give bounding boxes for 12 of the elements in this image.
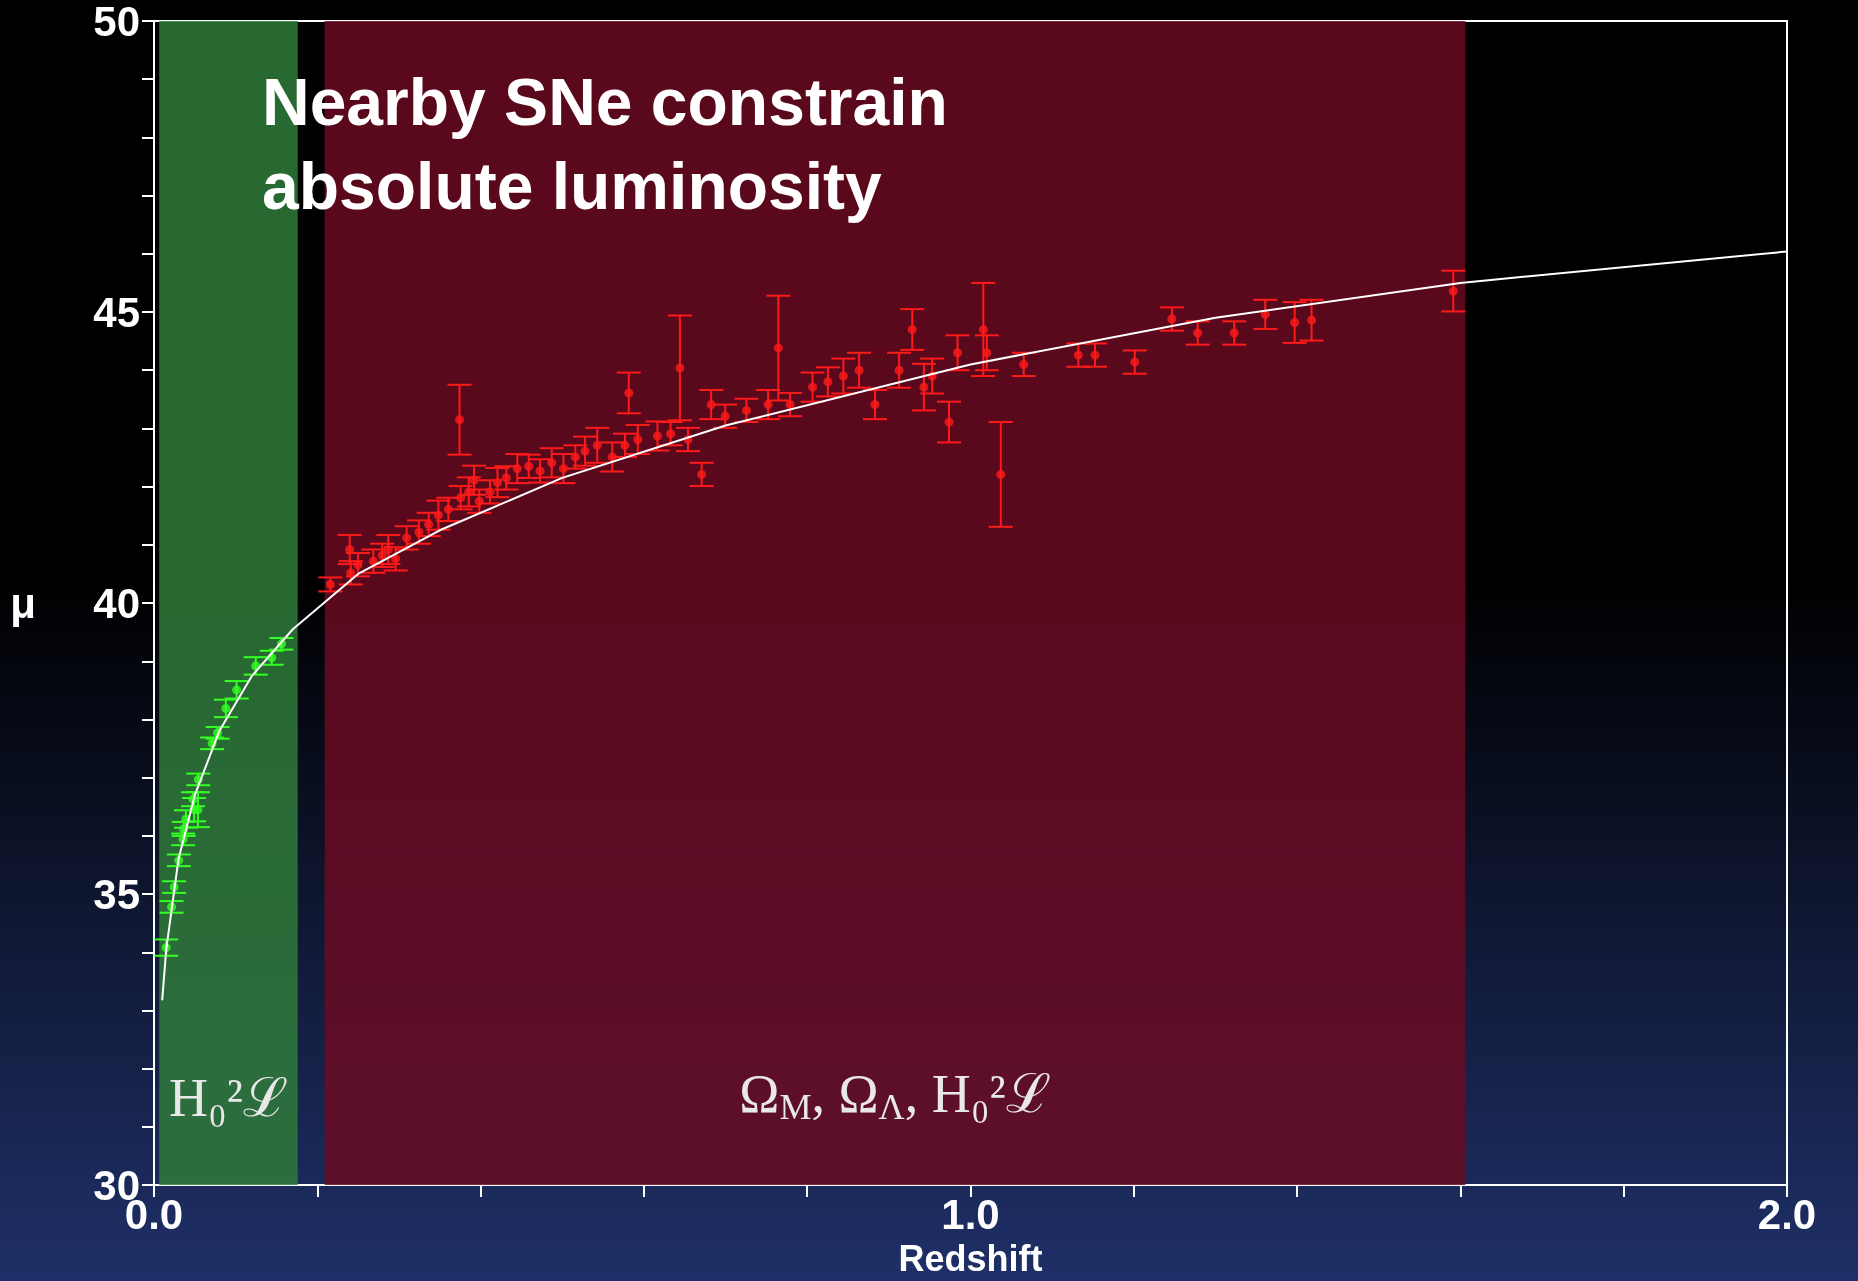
y-axis-title: μ: [10, 579, 36, 627]
y-tick-label: 40: [93, 579, 140, 627]
y-tick-label: 35: [93, 870, 140, 918]
band-label: H₀²ℒ: [168, 1068, 288, 1129]
point: [221, 703, 231, 713]
x-axis-title: Redshift: [898, 1237, 1043, 1279]
annotation: Nearby SNe constrain absolute luminosity: [262, 65, 967, 223]
point: [232, 685, 242, 695]
y-tick-label: 50: [93, 0, 140, 45]
x-tick-label: 2.0: [1757, 1190, 1817, 1238]
x-tick-label: 1.0: [941, 1190, 1000, 1238]
y-tick-label: 45: [93, 288, 140, 336]
